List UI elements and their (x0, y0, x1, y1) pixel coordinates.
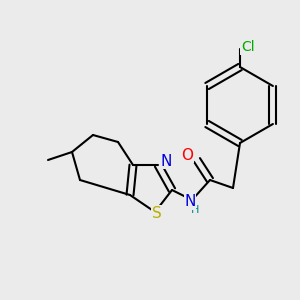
Text: N: N (184, 194, 196, 209)
Text: N: N (160, 154, 172, 169)
Text: O: O (181, 148, 193, 163)
Text: Cl: Cl (241, 40, 255, 54)
Text: H: H (191, 205, 199, 215)
Text: S: S (152, 206, 162, 220)
